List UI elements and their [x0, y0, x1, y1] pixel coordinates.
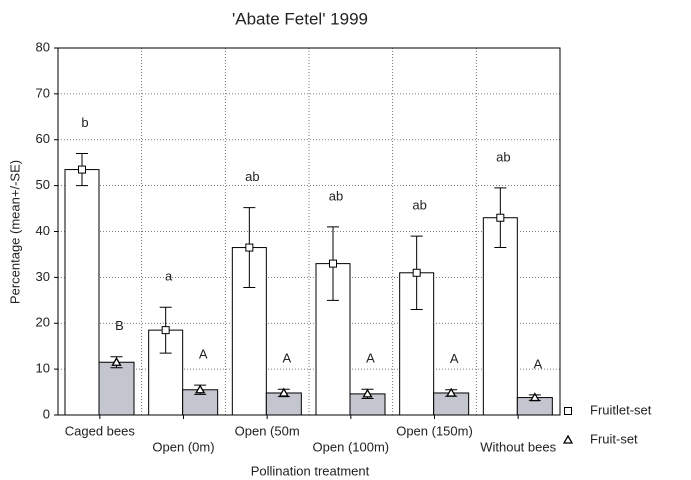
bar	[98, 361, 135, 416]
significance-letter: b	[81, 115, 88, 130]
mean-marker	[496, 213, 505, 222]
mean-marker	[195, 384, 206, 394]
significance-letter: A	[450, 351, 459, 366]
mean-marker	[329, 259, 337, 268]
x-tick-label: Open (0m)	[152, 439, 214, 454]
x-axis-label: Pollination treatment	[251, 463, 370, 478]
chart-title: 'Abate Fetel' 1999	[232, 9, 368, 28]
x-tick-label: Caged bees	[65, 423, 136, 438]
y-tick-label: 50	[36, 177, 50, 192]
x-tick-label: Open (150m)	[396, 423, 473, 438]
bar	[231, 247, 267, 416]
mean-marker	[278, 387, 289, 397]
y-tick-label: 40	[36, 223, 50, 238]
y-tick-label: 30	[36, 269, 50, 284]
bar	[64, 169, 100, 416]
mean-marker	[446, 387, 457, 397]
y-axis-label: Percentage (mean+/-SE)	[7, 160, 22, 304]
significance-letter: A	[282, 351, 291, 366]
y-tick-label: 60	[36, 131, 50, 146]
legend-marker	[562, 434, 574, 444]
mean-marker	[111, 356, 122, 366]
mean-marker	[412, 268, 421, 277]
legend-marker	[564, 407, 572, 415]
y-tick-label: 10	[36, 361, 50, 376]
mean-marker	[529, 392, 540, 402]
x-tick-label: Open (100m)	[313, 439, 390, 454]
significance-letter: ab	[329, 188, 343, 203]
significance-letter: A	[533, 356, 542, 371]
significance-letter: ab	[245, 169, 259, 184]
legend-label: Fruitlet-set	[590, 402, 652, 417]
significance-letter: ab	[496, 149, 510, 164]
x-tick-label: Open (50m	[235, 423, 300, 438]
mean-marker	[161, 326, 170, 335]
y-tick-label: 0	[43, 406, 50, 421]
mean-marker	[78, 165, 86, 174]
significance-letter: A	[366, 351, 375, 366]
y-tick-label: 70	[36, 85, 50, 100]
significance-letter: ab	[412, 198, 426, 213]
significance-letter: B	[115, 318, 124, 333]
mean-marker	[362, 388, 373, 398]
plot-frame	[57, 47, 561, 416]
y-tick-label: 80	[36, 39, 50, 54]
y-tick-label: 20	[36, 315, 50, 330]
significance-letter: a	[165, 269, 173, 284]
legend-label: Fruit-set	[590, 431, 638, 446]
significance-letter: A	[199, 347, 208, 362]
x-tick-label: Without bees	[480, 439, 556, 454]
mean-marker	[245, 243, 254, 252]
